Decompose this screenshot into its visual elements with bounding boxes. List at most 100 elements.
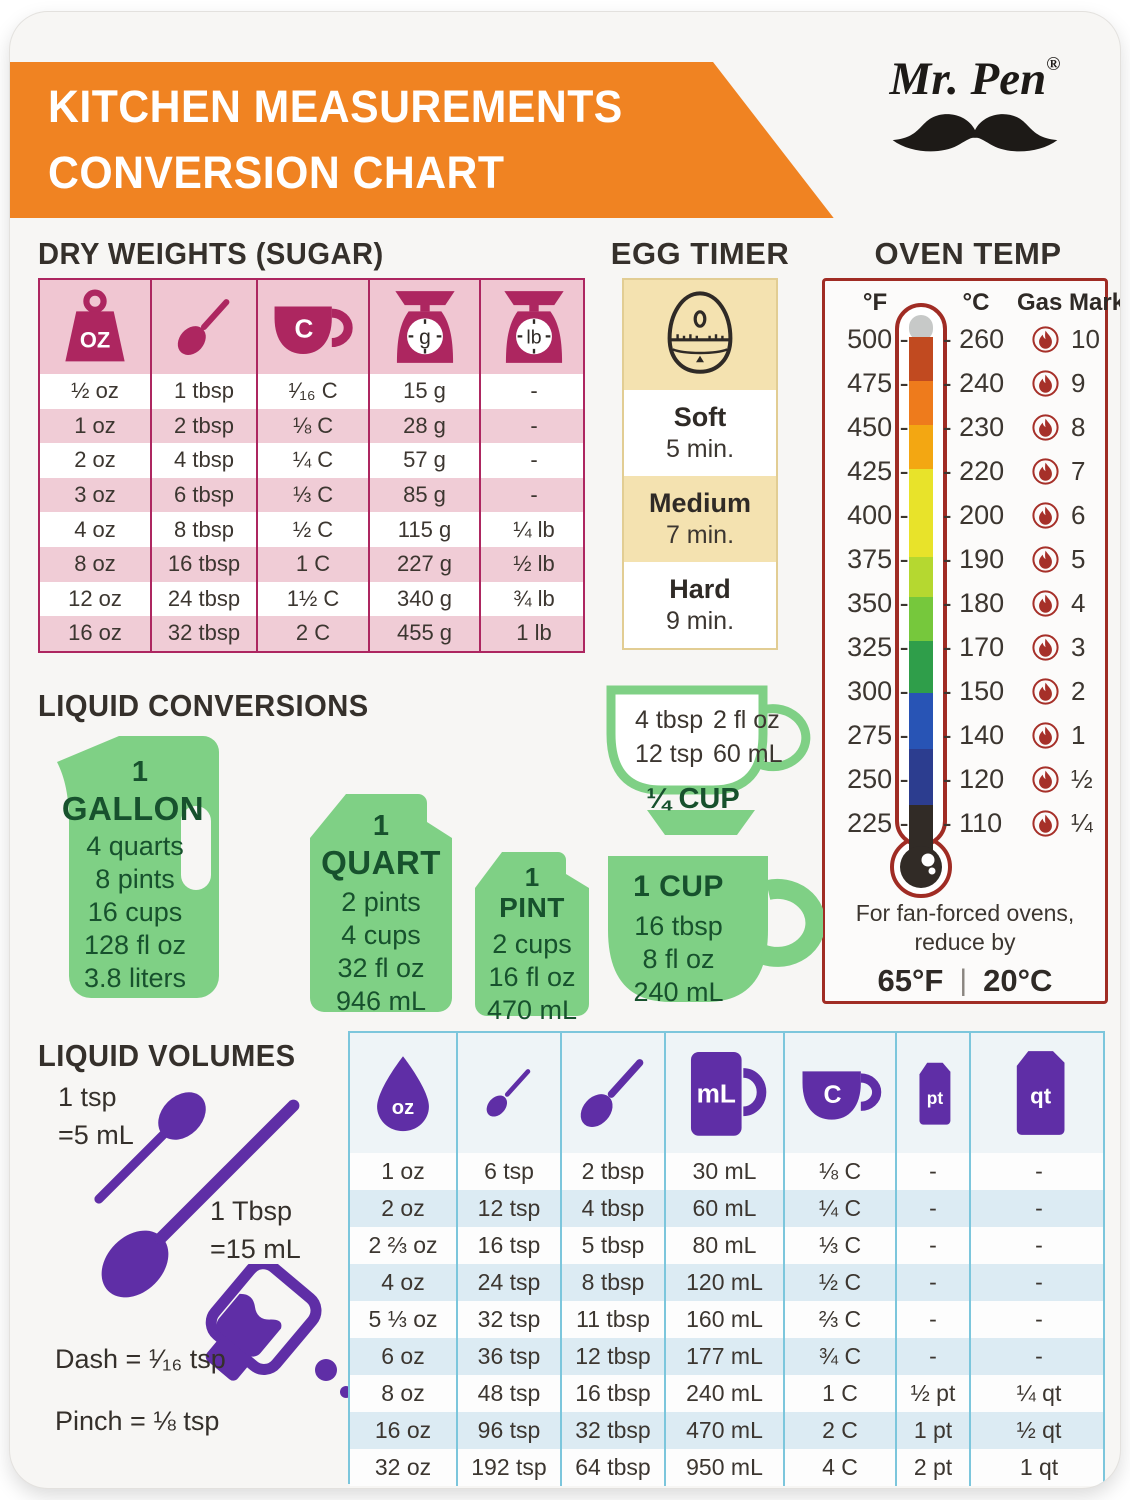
ounce-weight-icon: OZ xyxy=(65,289,125,362)
cup-cell: ⅓ C xyxy=(258,477,370,513)
pint-cell: 2 pt xyxy=(897,1449,971,1486)
tablespoon-icon xyxy=(177,299,230,355)
tsp-note: 1 tsp =5 mL xyxy=(58,1082,134,1150)
flame-icon xyxy=(1032,721,1059,749)
conversion-line: 8 fl oz xyxy=(642,944,715,974)
oven-temp-row: 450 - - 230 8 xyxy=(825,405,1105,449)
celsius-value: - 260 xyxy=(942,323,1005,354)
gram-cell: 227 g xyxy=(370,546,481,582)
gas-mark-value: ¼ xyxy=(1071,807,1093,838)
fahrenheit-header: °F xyxy=(862,289,888,316)
ml-cell: 60 mL xyxy=(666,1190,785,1227)
oz-cell: 2 oz xyxy=(40,443,152,478)
gas-mark-value: 6 xyxy=(1071,499,1086,530)
celsius-value: - 230 xyxy=(942,411,1005,442)
celsius-value: - 200 xyxy=(942,499,1005,530)
gas-mark-value: 1 xyxy=(1071,719,1086,750)
gram-cell: 28 g xyxy=(370,408,481,444)
tbsp-cell: 8 tbsp xyxy=(562,1264,666,1301)
oven-temp-row: 250 - - 120 ½ xyxy=(825,757,1105,801)
table-row: 3 oz 6 tbsp ⅓ C 85 g - xyxy=(40,477,583,513)
oz-cell: 2 oz xyxy=(350,1190,458,1227)
pound-cell: - xyxy=(530,378,538,404)
table-row: 2 oz 12 tsp 4 tbsp 60 mL ¼ C - - xyxy=(350,1190,1103,1227)
fan-forced-note: For fan-forced ovens, reduce by 65°F | 2… xyxy=(855,900,1075,998)
fahrenheit-value: 225 - xyxy=(847,807,909,838)
conversion-line: 16 cups xyxy=(87,897,183,927)
thermometer-icon xyxy=(890,303,952,898)
table-row: 12 oz 24 tbsp 1½ C 340 g ¾ lb xyxy=(40,581,583,617)
pound-cell: - xyxy=(530,482,538,508)
flame-icon xyxy=(1032,809,1059,837)
tbsp-cell: 24 tbsp xyxy=(152,581,258,617)
spoons-icon xyxy=(94,1092,300,1298)
svg-text:oz: oz xyxy=(392,1097,414,1119)
tsp-cell: 32 tsp xyxy=(458,1301,562,1338)
flame-icon xyxy=(1032,369,1059,397)
page-title-line2: CONVERSION CHART xyxy=(48,147,505,198)
pint-cell: - xyxy=(897,1338,971,1375)
oven-temp-row: 500 - - 260 10 xyxy=(825,317,1105,361)
egg-time: 9 min. xyxy=(665,607,735,635)
oven-temp-row: 350 - - 180 4 xyxy=(825,581,1105,625)
oz-cell: 8 oz xyxy=(40,546,152,582)
gram-scale-icon: g xyxy=(394,291,455,363)
tbsp-cell: 4 tbsp xyxy=(152,443,258,478)
table-row: 8 oz 16 tbsp 1 C 227 g ½ lb xyxy=(40,546,583,582)
pint-cell: 1 pt xyxy=(897,1412,971,1449)
tsp-cell: 24 tsp xyxy=(458,1264,562,1301)
teaspoon-icon xyxy=(486,1069,531,1117)
quart-cell: - xyxy=(1035,1195,1043,1221)
oz-cell: 32 oz xyxy=(350,1449,458,1486)
oz-cell: 12 oz xyxy=(40,581,152,617)
pound-cell: ¼ lb xyxy=(513,516,555,542)
one-cup-mug: 1 CUP 16 tbsp 8 fl oz 240 mL xyxy=(598,838,823,1026)
gas-mark-value: 2 xyxy=(1071,675,1086,706)
conversion-line: 8 pints xyxy=(95,864,175,894)
egg-timer-row: Soft 5 min. xyxy=(624,390,776,476)
oz-cell: 16 oz xyxy=(350,1412,458,1449)
cup-cell: 2 C xyxy=(785,1412,897,1449)
tsp-cell: 6 tsp xyxy=(458,1153,562,1190)
quarter-cup-label: ¼ CUP xyxy=(646,783,740,815)
pinch-note: Pinch = ⅛ tsp xyxy=(55,1406,220,1436)
gas-mark-value: 10 xyxy=(1071,323,1100,354)
tbsp-cell: 12 tbsp xyxy=(562,1338,666,1375)
chart-card: KITCHEN MEASUREMENTS CONVERSION CHART Mr… xyxy=(10,12,1120,1488)
egg-timer-row: Medium 7 min. xyxy=(624,476,776,562)
quart-cell: ¼ qt xyxy=(1016,1380,1062,1406)
flame-icon xyxy=(1032,325,1059,353)
ml-cell: 177 mL xyxy=(666,1338,785,1375)
cup-cell: ¹⁄₁₆ C xyxy=(258,374,370,409)
oz-cell: 6 oz xyxy=(350,1338,458,1375)
ml-cell: 30 mL xyxy=(666,1153,785,1190)
pound-scale-icon: lb xyxy=(504,291,564,363)
flame-icon xyxy=(1032,501,1059,529)
cup-cell: 4 C xyxy=(785,1449,897,1486)
liquid-volumes-title: LIQUID VOLUMES xyxy=(38,1038,296,1073)
egg-time: 5 min. xyxy=(665,435,735,463)
mug-icon xyxy=(608,856,823,1002)
celsius-value: - 170 xyxy=(942,631,1005,662)
oven-temp-row: 400 - - 200 6 xyxy=(825,493,1105,537)
fahrenheit-value: 425 - xyxy=(847,455,909,486)
dry-weights-table: OZ C xyxy=(38,278,585,653)
oz-cell: 1 oz xyxy=(350,1153,458,1190)
conversion-line: 4 quarts xyxy=(86,831,184,861)
table-row: 16 oz 32 tbsp 2 C 455 g 1 lb xyxy=(40,616,583,651)
conversion-line: 2 cups xyxy=(492,929,572,959)
dry-weights-header: OZ C xyxy=(40,280,583,374)
cup-cell: ¼ C xyxy=(785,1190,897,1227)
dry-weights-rows: ½ oz 1 tbsp ¹⁄₁₆ C 15 g - 1 oz 2 tbsp ⅛ … xyxy=(40,374,583,651)
quart-cell: - xyxy=(1035,1343,1043,1369)
quart-cell: 1 qt xyxy=(1019,1454,1059,1480)
gram-cell: 15 g xyxy=(370,374,481,409)
pint-cell: - xyxy=(897,1227,971,1264)
conversion-line: 128 fl oz xyxy=(83,930,187,960)
table-row: 8 oz 48 tsp 16 tbsp 240 mL 1 C ½ pt ¼ qt xyxy=(350,1375,1103,1412)
flame-icon xyxy=(1032,765,1059,793)
oz-cell: 5 ⅓ oz xyxy=(350,1301,458,1338)
brand-logo: Mr. Pen® xyxy=(855,52,1095,160)
oz-cell: 1 oz xyxy=(40,408,152,444)
oz-cell: 8 oz xyxy=(350,1375,458,1412)
